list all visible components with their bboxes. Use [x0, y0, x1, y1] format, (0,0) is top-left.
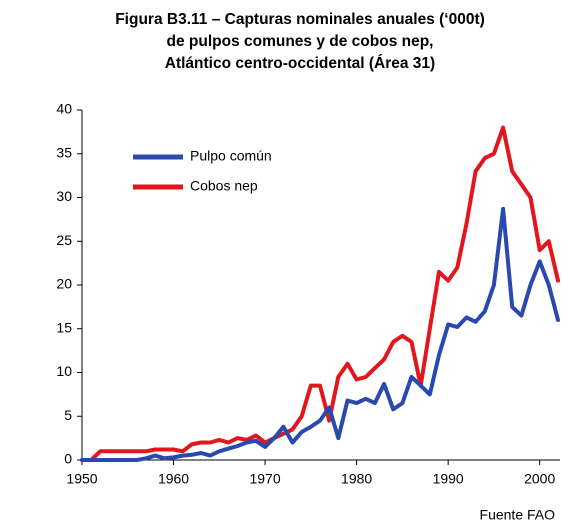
- y-tick-label: 35: [56, 144, 72, 160]
- y-tick-label: 20: [56, 276, 72, 292]
- y-tick-label: 0: [64, 451, 72, 467]
- series-line: [80, 125, 560, 462]
- y-tick-label: 40: [56, 101, 72, 117]
- y-tick-label: 5: [64, 407, 72, 423]
- y-tick-label: 25: [56, 232, 72, 248]
- chart-title: de pulpos comunes y de cobos nep,: [167, 33, 434, 50]
- legend-label: Cobos nep: [190, 178, 258, 194]
- y-tick-label: 15: [56, 319, 72, 335]
- x-tick-label: 1950: [66, 471, 97, 487]
- legend-label: Pulpo común: [190, 148, 272, 164]
- y-tick-label: 10: [56, 363, 72, 379]
- y-tick-label: 30: [56, 188, 72, 204]
- source-note: Fuente FAO: [480, 507, 556, 523]
- x-tick-label: 1970: [249, 471, 280, 487]
- x-tick-label: 1960: [158, 471, 189, 487]
- x-tick-label: 1980: [341, 471, 372, 487]
- x-tick-label: 1990: [433, 471, 464, 487]
- chart-title: Atlántico centro-occidental (Área 31): [165, 55, 435, 72]
- series-line: [80, 206, 560, 462]
- chart-title: Figura B3.11 – Capturas nominales anuale…: [115, 11, 485, 28]
- x-tick-label: 2000: [524, 471, 555, 487]
